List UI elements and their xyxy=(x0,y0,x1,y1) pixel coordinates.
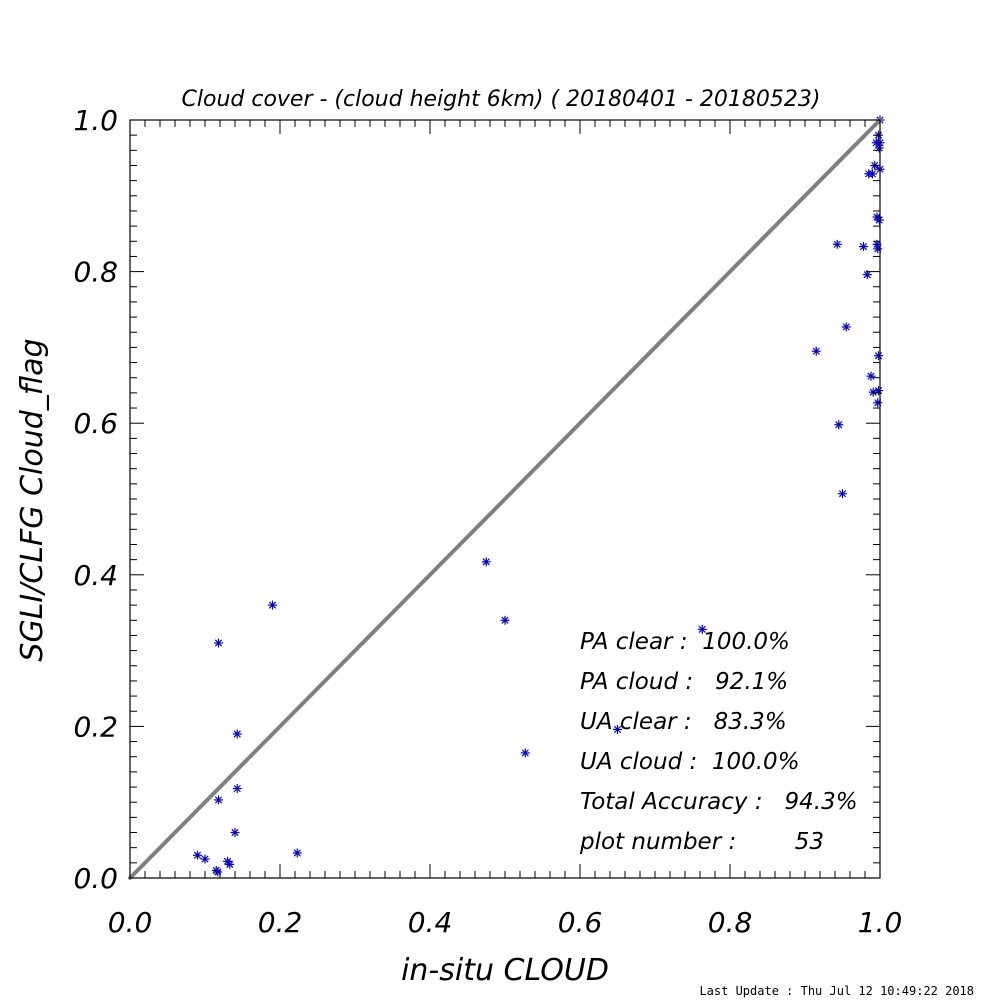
y-tick-label: 0.8 xyxy=(73,256,118,289)
data-point xyxy=(214,638,223,648)
chart-title: Cloud cover - (cloud height 6km) ( 20180… xyxy=(182,87,821,112)
y-tick-labels: 0.0 0.2 0.4 0.6 0.8 1.0 xyxy=(73,104,118,895)
data-point xyxy=(225,859,235,869)
data-point xyxy=(520,748,530,758)
data-point xyxy=(874,386,883,396)
x-tick-label: 0.2 xyxy=(258,906,303,939)
data-point xyxy=(873,398,883,408)
x-tick-label: 0.8 xyxy=(708,906,753,939)
data-point xyxy=(832,239,842,249)
axis-ticks xyxy=(129,119,881,879)
stat-line: UA cloud : 100.0% xyxy=(580,749,800,775)
data-point xyxy=(481,557,491,567)
data-point xyxy=(862,270,872,280)
data-point xyxy=(268,600,277,610)
data-point xyxy=(838,489,847,499)
stat-line: UA clear : 83.3% xyxy=(580,709,787,735)
data-point xyxy=(193,850,202,860)
x-axis-label: in-situ CLOUD xyxy=(401,953,609,988)
data-point xyxy=(868,169,877,179)
stat-line: Total Accuracy : 94.3% xyxy=(580,789,858,815)
last-update-timestamp: Last Update : Thu Jul 12 10:49:22 2018 xyxy=(699,984,974,998)
data-point xyxy=(873,244,883,254)
y-tick-label: 0.6 xyxy=(73,407,118,440)
data-point xyxy=(213,867,223,877)
x-tick-label: 0.4 xyxy=(408,906,453,939)
x-tick-label: 0.0 xyxy=(108,906,153,939)
y-tick-label: 0.2 xyxy=(73,710,118,743)
data-point xyxy=(874,215,884,225)
data-point xyxy=(866,371,876,381)
data-point xyxy=(841,322,851,332)
one-to-one-line xyxy=(128,118,882,880)
data-point xyxy=(500,615,510,625)
data-point xyxy=(292,848,302,858)
data-point xyxy=(859,242,868,252)
data-point xyxy=(232,729,242,739)
x-tick-labels: 0.0 0.2 0.4 0.6 0.8 1.0 xyxy=(108,906,903,939)
accuracy-stats: PA clear : 100.0% PA cloud : 92.1% UA clea… xyxy=(579,629,858,855)
y-axis-label: SGLI/CLFG Cloud_flag xyxy=(15,338,50,661)
data-point xyxy=(214,795,223,805)
data-point xyxy=(230,828,240,838)
y-tick-label: 0.4 xyxy=(73,559,118,592)
stat-line: PA cloud : 92.1% xyxy=(580,669,788,695)
data-point xyxy=(811,346,821,356)
data-point xyxy=(874,351,883,361)
x-tick-label: 1.0 xyxy=(858,906,903,939)
data-point xyxy=(834,420,844,430)
data-point xyxy=(200,854,210,864)
y-tick-label: 0.0 xyxy=(73,862,118,895)
y-tick-label: 1.0 xyxy=(73,104,118,137)
stat-line: plot number : 53 xyxy=(579,829,824,855)
data-point xyxy=(232,784,242,794)
data-point xyxy=(613,724,622,734)
data-point xyxy=(697,624,707,634)
x-tick-label: 0.6 xyxy=(558,906,603,939)
stat-line: PA clear : 100.0% xyxy=(580,629,790,655)
